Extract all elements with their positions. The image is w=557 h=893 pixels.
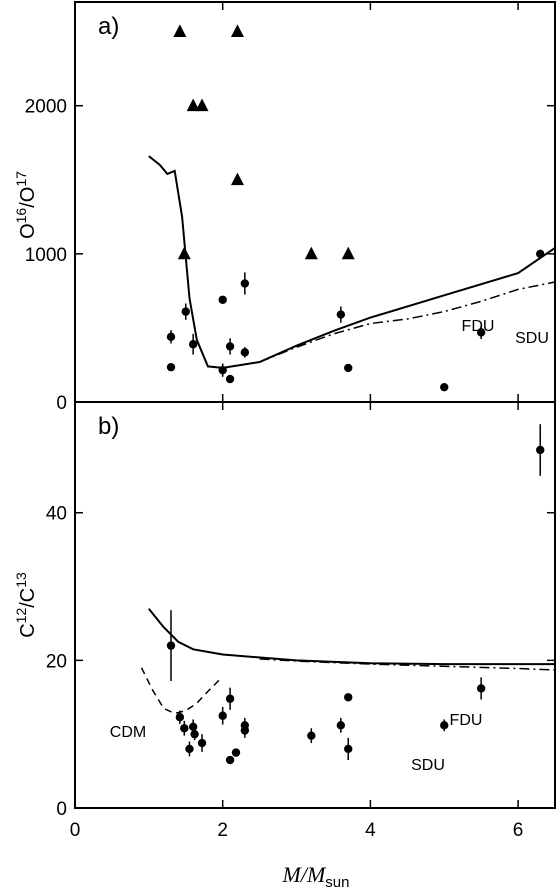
data-point-b-17 (440, 721, 449, 730)
curve-label-b-fdu: FDU (450, 712, 483, 729)
x-axis-label: M/Msun (282, 862, 350, 891)
data-point-a-14 (536, 249, 545, 259)
data-point-b-0 (166, 641, 176, 650)
data-point-a-5 (218, 365, 227, 375)
data-point-a-11 (344, 363, 353, 373)
y-axis-label-a: O16/O17 (13, 171, 39, 239)
data-point-b-10 (231, 748, 241, 757)
triangle-point-a-1 (230, 24, 244, 38)
y-tick-label-b-0: 0 (56, 799, 67, 820)
panel-a-frame (74, 1, 556, 403)
series-line-a-sdu (259, 281, 556, 363)
data-point-b-16 (344, 744, 353, 754)
series-line-b-cdm (140, 667, 220, 715)
data-point-a-0 (166, 332, 176, 342)
x-tick-label-3: 6 (513, 820, 524, 841)
y-axis-label-a-sup1: 16 (13, 208, 29, 224)
triangle-point-a-0 (173, 24, 187, 38)
data-point-a-4 (218, 295, 227, 304)
data-point-b-13 (307, 731, 316, 740)
y-tick-label-a-1: 1000 (25, 245, 67, 266)
x-axis-label-slash: / (299, 862, 309, 887)
data-point-b-2 (180, 724, 189, 733)
data-point-b-6 (197, 738, 207, 748)
triangle-point-a-4 (230, 172, 244, 186)
panel-a-label: a) (98, 13, 119, 40)
panel-b-marks: 0 20 40 0 2 4 6 FDU SDU CDM (46, 402, 556, 841)
panel-b-label: b) (98, 413, 119, 440)
x-tick-label-0: 0 (70, 820, 81, 841)
triangle-point-a-6 (304, 246, 318, 260)
triangle-point-a-5 (177, 246, 191, 260)
data-point-b-8 (225, 694, 235, 703)
y-axis-label-a-mid: /O (17, 187, 39, 208)
data-point-b-1 (175, 713, 185, 722)
data-point-a-3 (188, 340, 198, 349)
data-point-a-9 (240, 348, 250, 357)
triangle-point-a-3 (195, 98, 209, 112)
data-point-b-14 (336, 721, 346, 730)
data-point-b-18 (476, 684, 486, 693)
y-axis-label-b-mid: /C (17, 588, 39, 608)
y-tick-label-b-2: 40 (46, 504, 67, 525)
triangle-point-a-2 (186, 98, 200, 112)
data-point-b-7 (218, 711, 227, 720)
triangle-point-a-7 (341, 246, 355, 260)
y-tick-label-a-2: 2000 (25, 97, 67, 118)
x-axis-label-m2: M (306, 862, 327, 887)
x-axis-label-m: M (282, 862, 303, 887)
y-tick-label-b-1: 20 (46, 651, 67, 672)
data-point-b-9 (225, 755, 235, 765)
panel-a-marks: 0 1000 2000 FDU SDU (25, 2, 556, 414)
data-point-a-7 (225, 374, 235, 384)
panel-b-frame (74, 401, 556, 809)
data-point-a-6 (225, 342, 235, 351)
data-point-b-5 (190, 729, 199, 739)
series-line-b-sdu (259, 658, 556, 671)
x-axis-label-sub: sun (325, 874, 349, 891)
y-axis-label-a-base: O (17, 223, 39, 239)
data-point-a-1 (166, 362, 176, 372)
curve-label-a-fdu: FDU (462, 318, 495, 335)
x-tick-label-2: 4 (365, 820, 376, 841)
y-axis-label-b-base: C (17, 623, 39, 637)
data-point-a-2 (181, 307, 190, 316)
data-point-b-12 (240, 726, 250, 735)
data-point-b-3 (185, 744, 194, 754)
x-tick-label-1: 2 (217, 820, 228, 841)
data-point-a-10 (336, 310, 346, 319)
data-point-b-19 (536, 445, 545, 455)
curve-label-a-sdu: SDU (515, 330, 549, 347)
data-point-b-4 (188, 722, 198, 731)
data-point-a-13 (476, 328, 486, 337)
y-tick-label-a-0: 0 (56, 393, 67, 414)
curve-label-b-sdu: SDU (411, 757, 445, 774)
y-axis-label-a-sup2: 17 (13, 171, 29, 187)
series-line-b-fdu (148, 608, 555, 666)
y-axis-label-b-sup1: 12 (13, 608, 29, 624)
data-point-b-15 (344, 693, 353, 702)
y-axis-label-b: C12/C13 (13, 572, 39, 638)
series-line-a-fdu (148, 155, 556, 369)
curve-label-b-cdm: CDM (110, 724, 146, 741)
data-point-a-8 (240, 279, 250, 288)
y-axis-label-b-sup2: 13 (13, 572, 29, 588)
data-point-a-12 (440, 382, 449, 392)
